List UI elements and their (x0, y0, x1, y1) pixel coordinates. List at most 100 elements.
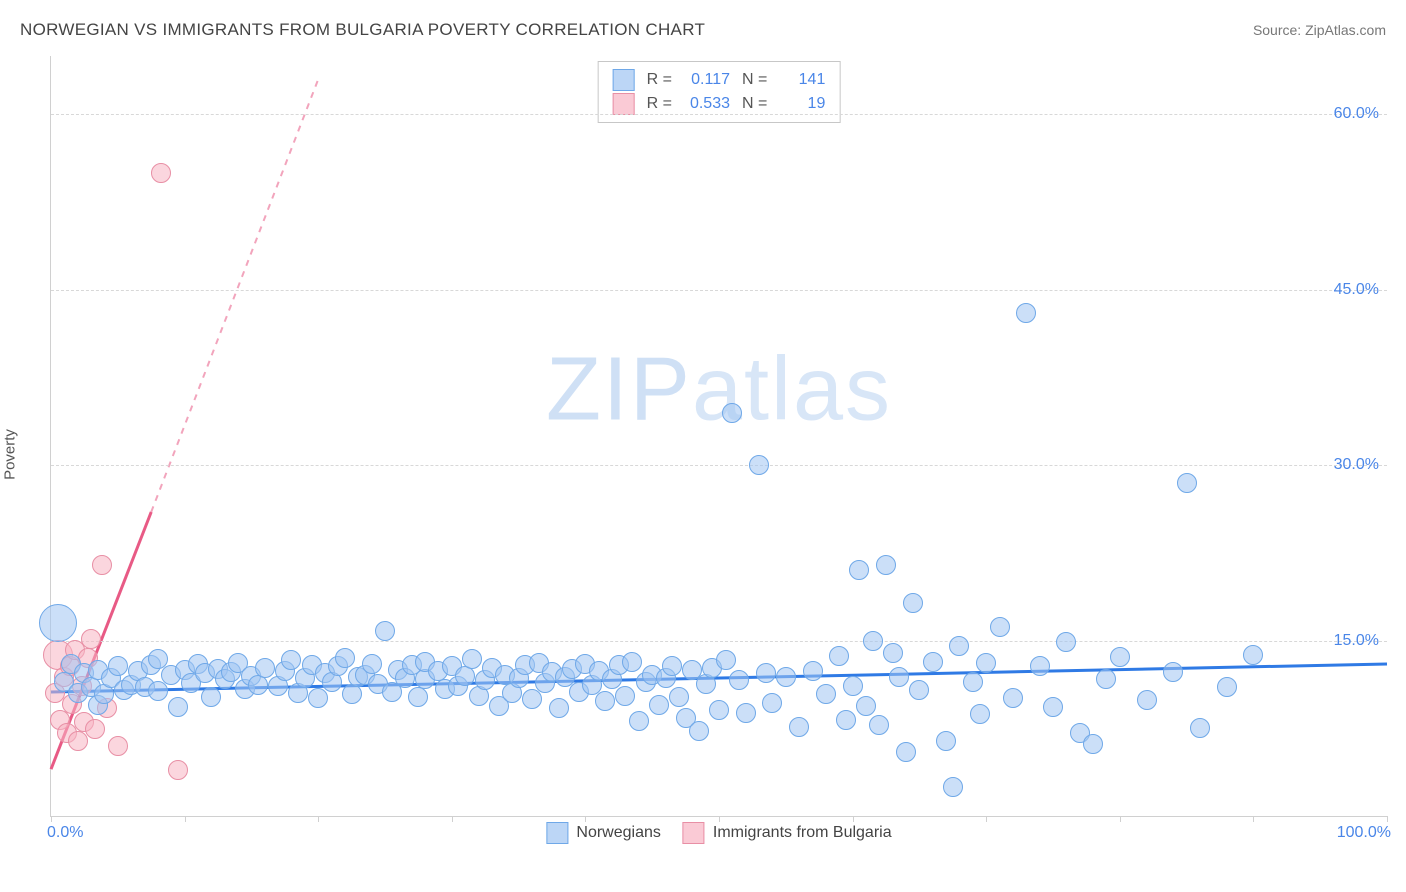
y-tick-label: 30.0% (1334, 456, 1379, 474)
scatter-point (722, 403, 742, 423)
scatter-point (856, 696, 876, 716)
scatter-point (1016, 303, 1036, 323)
scatter-point (375, 621, 395, 641)
scatter-point (68, 731, 88, 751)
legend-item-bulgaria: Immigrants from Bulgaria (683, 822, 892, 844)
y-tick-label: 15.0% (1334, 632, 1379, 650)
scatter-point (936, 731, 956, 751)
scatter-point (281, 650, 301, 670)
scatter-point (923, 652, 943, 672)
scatter-point (1056, 632, 1076, 652)
scatter-point (255, 658, 275, 678)
scatter-point (342, 684, 362, 704)
scatter-point (362, 654, 382, 674)
y-tick-label: 45.0% (1334, 281, 1379, 299)
scatter-point (595, 691, 615, 711)
gridline (51, 465, 1387, 466)
watermark-right: atlas (692, 340, 892, 440)
scatter-point (963, 672, 983, 692)
source-label: Source: ZipAtlas.com (1253, 22, 1386, 38)
scatter-point (308, 688, 328, 708)
scatter-point (248, 675, 268, 695)
scatter-point (689, 721, 709, 741)
scatter-point (81, 629, 101, 649)
scatter-point (976, 653, 996, 673)
scatter-point (92, 555, 112, 575)
scatter-point (1030, 656, 1050, 676)
scatter-point (1083, 734, 1103, 754)
watermark: ZIPatlas (546, 339, 892, 442)
scatter-point (990, 617, 1010, 637)
scatter-point (949, 636, 969, 656)
swatch-pink-icon (613, 93, 635, 115)
scatter-point (756, 663, 776, 683)
x-tick (853, 816, 854, 822)
scatter-point (709, 700, 729, 720)
swatch-pink-icon (683, 822, 705, 844)
x-min-label: 0.0% (47, 824, 83, 842)
scatter-point (108, 656, 128, 676)
scatter-point (896, 742, 916, 762)
gridline (51, 290, 1387, 291)
scatter-point (943, 777, 963, 797)
scatter-point (1043, 697, 1063, 717)
legend-label: Immigrants from Bulgaria (713, 824, 892, 842)
scatter-point (829, 646, 849, 666)
scatter-point (85, 719, 105, 739)
x-tick (318, 816, 319, 822)
scatter-point (816, 684, 836, 704)
x-tick (585, 816, 586, 822)
scatter-point (1137, 690, 1157, 710)
scatter-point (836, 710, 856, 730)
scatter-point (776, 667, 796, 687)
scatter-point (148, 681, 168, 701)
plot-area: ZIPatlas R = 0.117 N = 141 R = 0.533 N =… (50, 56, 1387, 817)
scatter-point (729, 670, 749, 690)
x-tick (1387, 816, 1388, 822)
stat-r-value: 0.533 (684, 92, 730, 116)
scatter-point (622, 652, 642, 672)
stat-r-value: 0.117 (684, 68, 730, 92)
x-tick (719, 816, 720, 822)
scatter-point (1217, 677, 1237, 697)
scatter-point (876, 555, 896, 575)
scatter-point (1163, 662, 1183, 682)
scatter-point (151, 163, 171, 183)
gridline (51, 641, 1387, 642)
scatter-point (201, 687, 221, 707)
stat-n-value: 141 (779, 68, 825, 92)
scatter-point (716, 650, 736, 670)
scatter-point (863, 631, 883, 651)
scatter-point (335, 648, 355, 668)
scatter-point (762, 693, 782, 713)
scatter-point (168, 760, 188, 780)
scatter-point (1177, 473, 1197, 493)
scatter-point (883, 643, 903, 663)
scatter-point (909, 680, 929, 700)
scatter-point (1003, 688, 1023, 708)
scatter-point (869, 715, 889, 735)
scatter-point (662, 656, 682, 676)
legend-stats-row: R = 0.117 N = 141 (613, 68, 826, 92)
scatter-point (903, 593, 923, 613)
scatter-point (522, 689, 542, 709)
scatter-point (408, 687, 428, 707)
scatter-point (462, 649, 482, 669)
stat-r-label: R = (647, 68, 672, 92)
scatter-point (849, 560, 869, 580)
legend-stats-row: R = 0.533 N = 19 (613, 92, 826, 116)
x-tick (51, 816, 52, 822)
scatter-point (1243, 645, 1263, 665)
scatter-point (649, 695, 669, 715)
stat-r-label: R = (647, 92, 672, 116)
scatter-point (1110, 647, 1130, 667)
stat-n-value: 19 (779, 92, 825, 116)
x-max-label: 100.0% (1337, 824, 1391, 842)
scatter-point (749, 455, 769, 475)
x-tick (452, 816, 453, 822)
bottom-legend: Norwegians Immigrants from Bulgaria (546, 822, 891, 844)
gridline (51, 114, 1387, 115)
swatch-blue-icon (546, 822, 568, 844)
x-tick (1253, 816, 1254, 822)
y-axis-label: Poverty (2, 429, 19, 480)
